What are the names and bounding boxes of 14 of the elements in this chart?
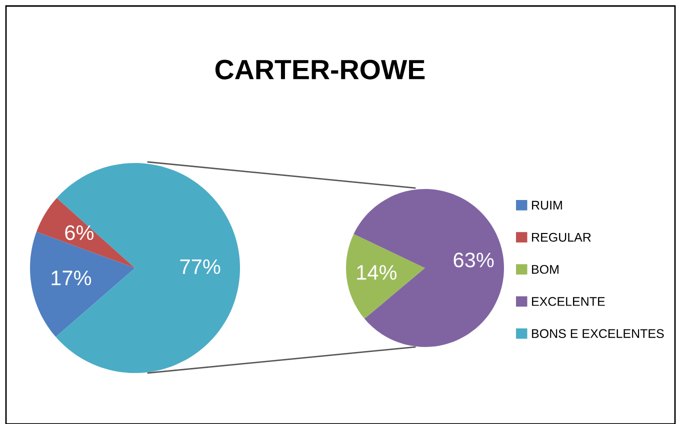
data-label: 77% [180,259,220,274]
data-label: 6% [65,225,94,240]
data-label: 63% [454,252,494,268]
pie-slice [36,198,135,268]
pie-slice [354,189,504,347]
pie-slice [346,234,425,319]
legend-label: REGULAR [532,232,591,242]
legend-label: BOM [532,264,558,274]
chart-title: CARTER-ROWE [215,60,425,80]
data-label: 17% [52,270,92,286]
legend-label: RUIM [532,200,562,210]
legend-label: BONS E EXCELENTES [532,329,664,338]
data-label: 14% [357,265,397,280]
legend-label: EXCELENTE [532,297,605,306]
